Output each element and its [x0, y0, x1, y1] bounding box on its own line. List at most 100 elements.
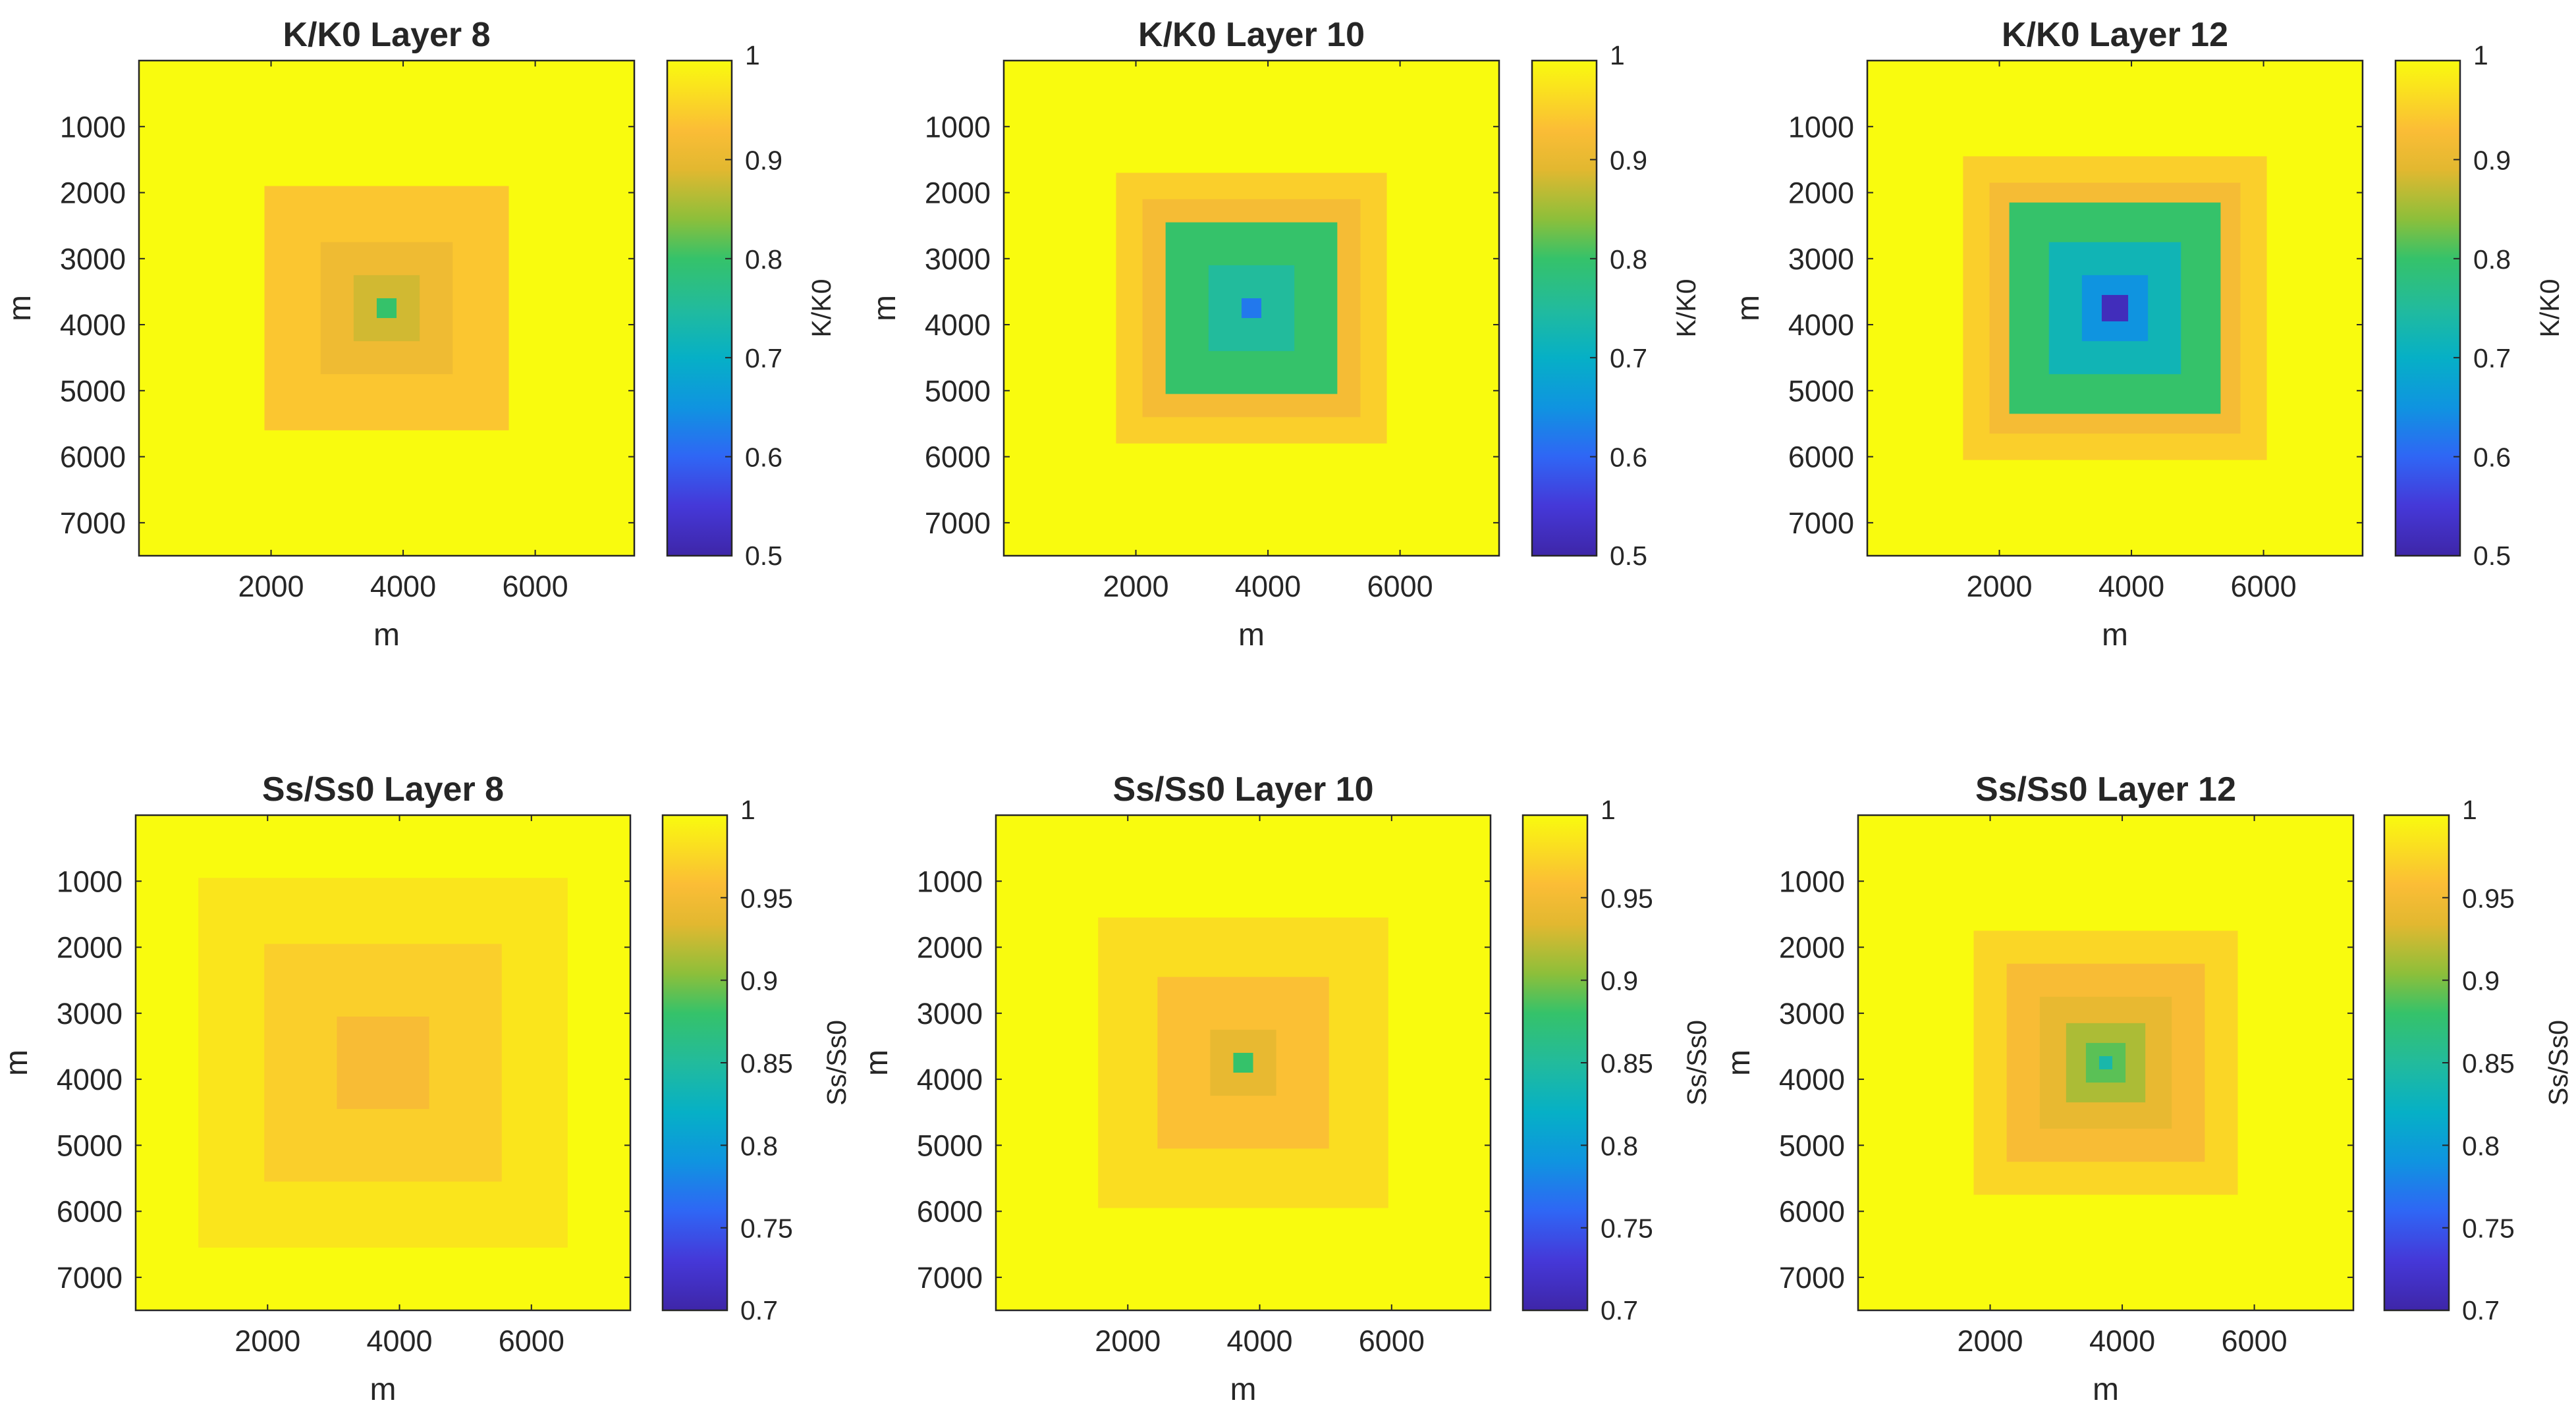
heatmap-zone: [376, 298, 397, 319]
colorbar-tick-label: 0.9: [2462, 966, 2500, 996]
y-tick-label: 1000: [917, 865, 983, 898]
colorbar-frame: [1531, 59, 1598, 557]
axes-frame: [134, 814, 632, 1312]
heatmap-zone: [337, 1016, 429, 1110]
colorbar: 0.5 0.6 0.7 0.8 0.9 1 K/K0: [666, 40, 836, 571]
y-tick-label: 2000: [1779, 931, 1845, 965]
y-tick-label: 4000: [1788, 308, 1854, 342]
colorbar-tick-label: 0.95: [1601, 883, 1653, 913]
colorbar-tick-label: 0.8: [2462, 1131, 2500, 1161]
y-tick-label: 2000: [57, 931, 123, 965]
y-tick-label: 1000: [1779, 865, 1845, 898]
y-tick-label: 7000: [925, 506, 991, 540]
colorbar-tick-label: 0.9: [740, 966, 778, 996]
panel-title: K/K0 Layer 12: [2002, 16, 2228, 54]
y-tick-label: 4000: [917, 1063, 983, 1096]
colorbar-tick-label: 1: [745, 40, 760, 70]
panel-3: K/K0 Layer 12 2000 4000 6000 1000 2000 3000 400…: [1731, 16, 2565, 653]
y-tick-label: 4000: [925, 308, 991, 342]
y-tick-label: 7000: [1779, 1261, 1845, 1295]
x-tick-label: 2000: [1103, 570, 1168, 603]
colorbar-gradient: [1523, 815, 1587, 1310]
y-axis-label: m: [860, 1050, 894, 1076]
colorbar-tick-label: 0.6: [1610, 442, 1647, 473]
colorbar-tick-label: 0.85: [2462, 1048, 2515, 1079]
colorbar-tick-label: 0.85: [1601, 1048, 1653, 1079]
panel-title: K/K0 Layer 8: [283, 16, 490, 54]
colorbar-tick-label: 0.9: [745, 145, 782, 175]
x-tick-label: 6000: [2222, 1324, 2288, 1358]
x-tick-label: 6000: [1367, 570, 1433, 603]
panel-title: K/K0 Layer 10: [1138, 16, 1365, 54]
y-tick-label: 5000: [917, 1129, 983, 1162]
y-tick-label: 4000: [1779, 1063, 1845, 1096]
colorbar-tick-label: 1: [2473, 40, 2488, 70]
colorbar-gradient: [2396, 61, 2460, 556]
y-tick-label: 3000: [917, 997, 983, 1030]
x-tick-label: 6000: [2231, 570, 2297, 603]
y-tick-label: 3000: [1788, 242, 1854, 276]
y-tick-label: 5000: [925, 374, 991, 408]
colorbar: 0.7 0.75 0.8 0.85 0.9 0.95 1 Ss/Ss0: [1521, 795, 1712, 1325]
y-tick-label: 3000: [60, 242, 126, 276]
y-axis-label: m: [1731, 295, 1766, 321]
heatmap-zone: [1233, 1052, 1253, 1073]
colorbar-gradient: [667, 61, 732, 556]
colorbar-tick-label: 0.7: [2462, 1295, 2500, 1325]
colorbar-tick-label: 0.7: [1610, 343, 1647, 373]
colorbar-frame: [666, 59, 733, 557]
x-axis-label: m: [370, 1372, 397, 1407]
heatmap-zone: [2101, 294, 2129, 322]
colorbar-tick-label: 0.95: [740, 883, 793, 913]
y-tick-label: 3000: [1779, 997, 1845, 1030]
x-tick-label: 4000: [366, 1324, 432, 1358]
y-tick-label: 1000: [57, 865, 123, 898]
y-axis-label: m: [3, 295, 38, 321]
y-tick-label: 6000: [1779, 1195, 1845, 1229]
colorbar-tick-label: 1: [1601, 795, 1616, 825]
colorbar-tick-label: 0.8: [740, 1131, 778, 1161]
y-tick-label: 6000: [917, 1195, 983, 1229]
x-tick-label: 6000: [499, 1324, 564, 1358]
y-tick-label: 6000: [60, 441, 126, 474]
y-tick-label: 5000: [1788, 374, 1854, 408]
panel-1: K/K0 Layer 8 2000 4000 6000 1000 2000 3000 4000…: [3, 16, 836, 653]
colorbar-tick-label: 0.8: [1601, 1131, 1638, 1161]
x-tick-label: 2000: [1095, 1324, 1161, 1358]
colorbar-label: K/K0: [2535, 279, 2565, 338]
colorbar-frame: [2394, 59, 2461, 557]
heatmap-zone: [1241, 298, 1262, 319]
x-tick-label: 4000: [1226, 1324, 1292, 1358]
axes-frame: [138, 59, 636, 557]
colorbar: 0.7 0.75 0.8 0.85 0.9 0.95 1 Ss/Ss0: [661, 795, 852, 1325]
y-axis-label: m: [867, 295, 902, 321]
panel-4: Ss/Ss0 Layer 8 2000 4000 6000 1000 2000 3000 40…: [0, 770, 852, 1407]
y-tick-label: 7000: [57, 1261, 123, 1295]
axes-frame: [995, 814, 1492, 1312]
colorbar: 0.5 0.6 0.7 0.8 0.9 1 K/K0: [1531, 40, 1701, 571]
heatmap-zone: [2098, 1056, 2113, 1070]
panel-title: Ss/Ss0 Layer 10: [1112, 770, 1373, 809]
y-tick-label: 6000: [925, 441, 991, 474]
panel-title: Ss/Ss0 Layer 8: [262, 770, 504, 809]
colorbar-tick-label: 0.75: [1601, 1214, 1653, 1244]
y-tick-label: 7000: [917, 1261, 983, 1295]
colorbar-tick-label: 0.85: [740, 1048, 793, 1079]
colorbar-tick-label: 0.6: [2473, 442, 2511, 473]
y-tick-label: 2000: [60, 176, 126, 210]
y-tick-label: 1000: [60, 110, 126, 144]
colorbar-label: Ss/Ss0: [1682, 1020, 1712, 1106]
x-tick-label: 4000: [2098, 570, 2164, 603]
colorbar-tick-label: 0.7: [2473, 343, 2511, 373]
x-tick-label: 4000: [370, 570, 436, 603]
x-tick-label: 2000: [238, 570, 304, 603]
colorbar-tick-label: 1: [2462, 795, 2477, 825]
colorbar-tick-label: 0.75: [2462, 1214, 2515, 1244]
panel-6: Ss/Ss0 Layer 12 2000 4000 6000 1000 2000 3000 4…: [1722, 770, 2573, 1407]
colorbar-tick-label: 0.9: [2473, 145, 2511, 175]
colorbar-tick-label: 0.8: [1610, 244, 1647, 275]
colorbar-gradient: [1532, 61, 1597, 556]
colorbar-tick-label: 0.8: [745, 244, 782, 275]
y-tick-label: 2000: [917, 931, 983, 965]
y-tick-label: 3000: [925, 242, 991, 276]
